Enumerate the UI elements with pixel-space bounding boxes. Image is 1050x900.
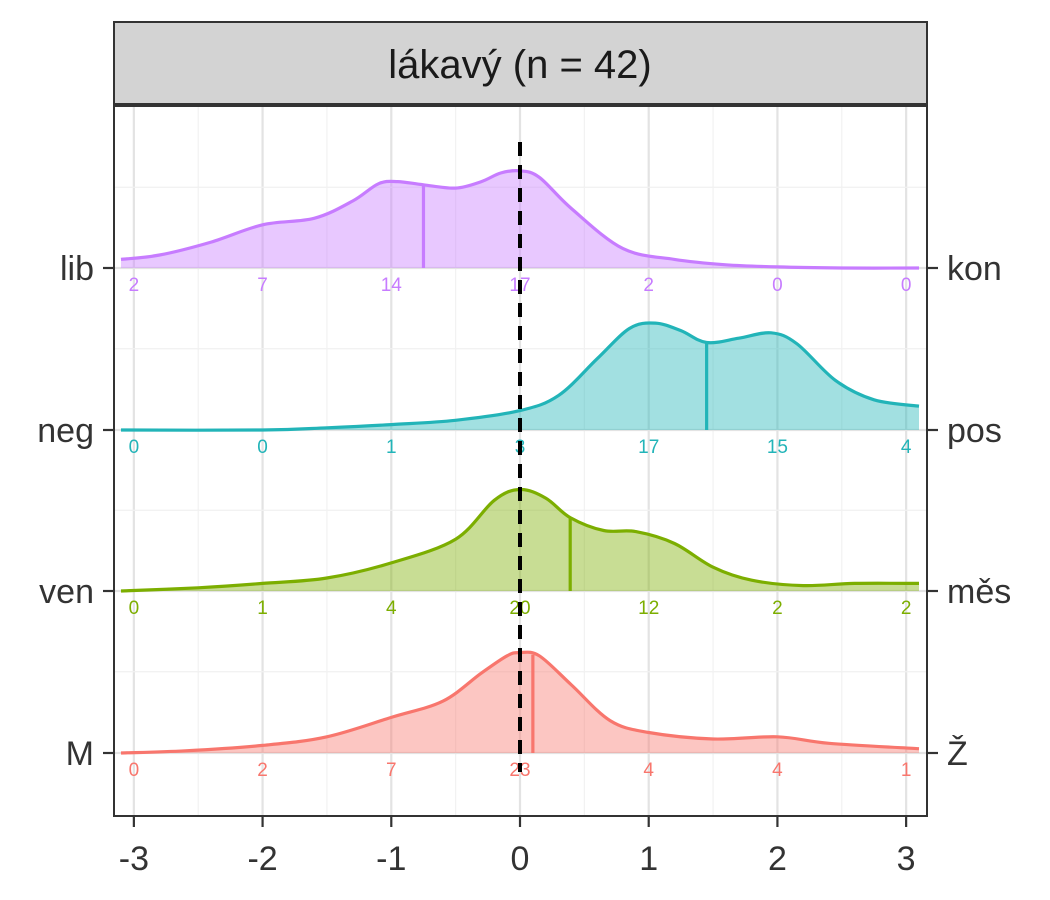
y-left-label: ven [39, 573, 94, 611]
count-label: 17 [638, 437, 659, 458]
facet-title: lákavý (n = 42) [388, 43, 651, 87]
count-label: 12 [638, 598, 659, 619]
y-right-label: měs [947, 573, 1011, 611]
density-line [120, 487, 920, 593]
count-label: 4 [643, 760, 654, 781]
density-area [121, 322, 919, 431]
y-right-label: kon [947, 250, 1002, 288]
count-label: 0 [257, 437, 268, 458]
count-label: 1 [257, 598, 268, 619]
count-label: 1 [901, 760, 912, 781]
y-left-label: M [66, 735, 94, 773]
x-tick-label: 3 [897, 840, 916, 878]
count-label: 0 [129, 437, 140, 458]
count-label: 0 [129, 760, 140, 781]
y-right-label: pos [947, 412, 1002, 450]
x-tick-label: 0 [511, 840, 530, 878]
y-right-label: Ž [947, 735, 968, 773]
count-label: 15 [767, 437, 788, 458]
y-left-label: lib [60, 250, 94, 288]
x-tick-label: -2 [247, 840, 277, 878]
count-label: 0 [772, 275, 783, 296]
count-label: 14 [381, 275, 403, 296]
count-label: 2 [643, 275, 654, 296]
count-label: 1 [386, 437, 397, 458]
count-label: 7 [257, 275, 268, 296]
x-tick-label: -3 [119, 840, 149, 878]
count-label: 0 [129, 598, 140, 619]
count-label: 4 [901, 437, 912, 458]
density-line [120, 168, 920, 270]
count-label: 7 [386, 760, 397, 781]
density-line [120, 321, 920, 432]
count-label: 0 [901, 275, 912, 296]
count-label: 2 [129, 275, 140, 296]
count-label: 4 [772, 760, 783, 781]
count-label: 2 [257, 760, 268, 781]
count-label: 2 [772, 598, 783, 619]
count-label: 2 [901, 598, 912, 619]
x-tick-label: 1 [639, 840, 658, 878]
y-left-label: neg [37, 412, 94, 450]
x-tick-label: -1 [376, 840, 406, 878]
facet-strip: lákavý (n = 42) [113, 21, 928, 105]
x-tick-label: 2 [768, 840, 787, 878]
count-label: 4 [386, 598, 397, 619]
ridge-neg-pos [120, 321, 920, 432]
